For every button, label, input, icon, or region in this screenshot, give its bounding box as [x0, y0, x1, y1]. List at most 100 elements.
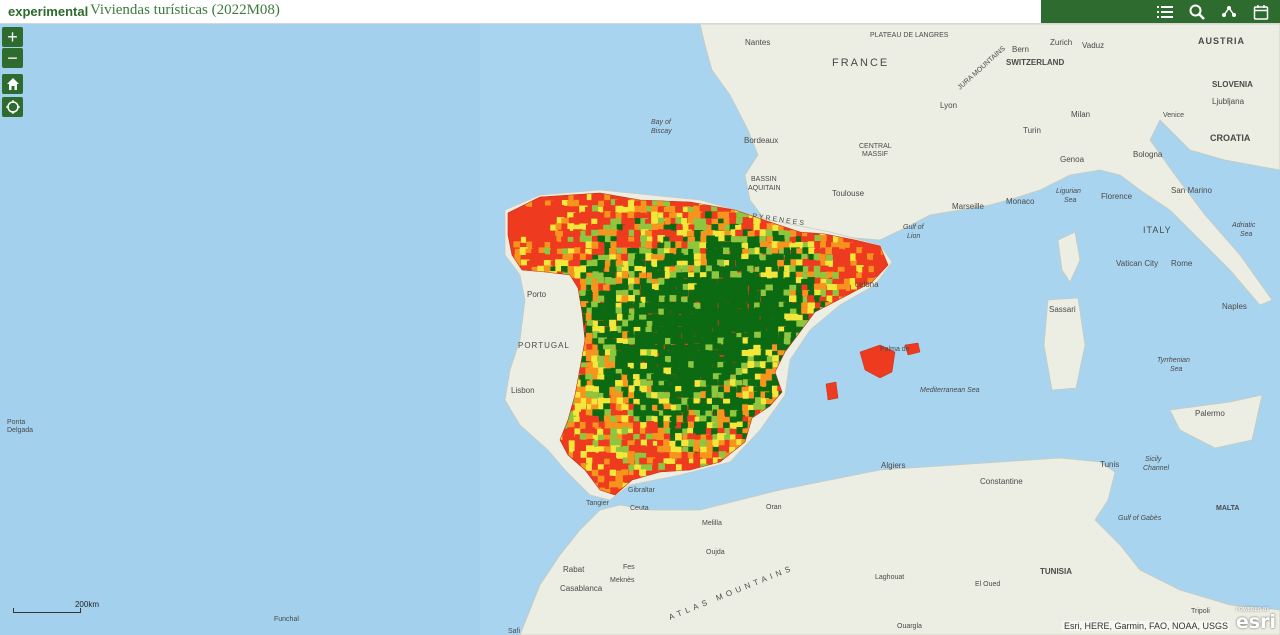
municipality-cell[interactable] [621, 326, 629, 335]
municipality-cell[interactable] [838, 278, 846, 288]
municipality-cell[interactable] [604, 349, 612, 356]
municipality-cell[interactable] [646, 373, 654, 380]
municipality-cell[interactable] [598, 200, 605, 209]
municipality-cell[interactable] [712, 338, 721, 345]
municipality-cell[interactable] [658, 217, 665, 225]
municipality-cell[interactable] [712, 446, 720, 456]
municipality-cell[interactable] [538, 241, 547, 248]
municipality-cell[interactable] [753, 271, 760, 280]
municipality-cell[interactable] [598, 451, 607, 460]
municipality-cell[interactable] [627, 211, 637, 219]
municipality-cell[interactable] [580, 445, 590, 453]
municipality-cell[interactable] [688, 272, 697, 281]
municipality-cell[interactable] [729, 212, 737, 221]
municipality-cell[interactable] [765, 278, 773, 286]
municipality-cell[interactable] [807, 295, 815, 304]
municipality-cell[interactable] [772, 362, 780, 369]
municipality-cell[interactable] [790, 230, 798, 237]
municipality-cell[interactable] [670, 362, 679, 370]
municipality-cell[interactable] [609, 254, 618, 262]
municipality-cell[interactable] [705, 278, 713, 288]
municipality-cell[interactable] [597, 457, 605, 467]
municipality-cell[interactable] [604, 409, 612, 418]
municipality-cell[interactable] [718, 290, 728, 298]
municipality-cell[interactable] [681, 344, 690, 354]
municipality-cell[interactable] [736, 211, 744, 219]
municipality-cell[interactable] [688, 211, 696, 220]
municipality-cell[interactable] [729, 223, 739, 232]
municipality-cell[interactable] [723, 343, 731, 353]
municipality-cell[interactable] [675, 265, 682, 274]
municipality-cell[interactable] [753, 314, 760, 322]
municipality-cell[interactable] [585, 337, 592, 347]
municipality-cell[interactable] [592, 254, 601, 263]
municipality-cell[interactable] [669, 223, 678, 233]
municipality-cell[interactable] [802, 290, 810, 299]
municipality-cell[interactable] [669, 277, 678, 287]
municipality-cell[interactable] [741, 236, 751, 244]
municipality-cell[interactable] [783, 241, 793, 248]
municipality-cell[interactable] [652, 433, 660, 440]
municipality-cell[interactable] [634, 253, 642, 263]
municipality-cell[interactable] [591, 241, 600, 251]
municipality-cell[interactable] [760, 331, 770, 341]
municipality-cell[interactable] [568, 206, 576, 213]
municipality-cell[interactable] [694, 416, 703, 423]
municipality-cell[interactable] [604, 326, 612, 333]
municipality-cell[interactable] [759, 247, 768, 254]
municipality-cell[interactable] [813, 265, 822, 274]
municipality-cell[interactable] [622, 452, 631, 460]
municipality-cell[interactable] [748, 373, 757, 382]
municipality-cell[interactable] [705, 248, 715, 256]
municipality-cell[interactable] [610, 445, 620, 453]
municipality-cell[interactable] [730, 355, 740, 363]
municipality-cell[interactable] [724, 434, 733, 441]
municipality-cell[interactable] [633, 242, 640, 252]
municipality-cell[interactable] [591, 307, 600, 316]
municipality-cell[interactable] [597, 446, 607, 454]
municipality-cell[interactable] [610, 218, 619, 226]
municipality-cell[interactable] [604, 296, 613, 303]
municipality-cell[interactable] [837, 241, 845, 250]
municipality-cell[interactable] [813, 283, 822, 291]
basemap-button[interactable] [1218, 3, 1240, 21]
municipality-cell[interactable] [705, 211, 712, 219]
municipality-cell[interactable] [573, 206, 582, 214]
municipality-cell[interactable] [669, 458, 676, 465]
municipality-cell[interactable] [861, 248, 870, 258]
municipality-cell[interactable] [658, 410, 668, 420]
municipality-cell[interactable] [597, 260, 606, 269]
municipality-cell[interactable] [778, 331, 787, 341]
municipality-cell[interactable] [562, 428, 570, 436]
municipality-cell[interactable] [820, 235, 828, 243]
municipality-cell[interactable] [717, 278, 726, 286]
municipality-cell[interactable] [633, 368, 643, 377]
municipality-cell[interactable] [843, 260, 850, 269]
municipality-cell[interactable] [730, 343, 737, 351]
municipality-cell[interactable] [711, 385, 720, 394]
municipality-cell[interactable] [658, 206, 667, 214]
municipality-cell[interactable] [616, 313, 625, 323]
municipality-cell[interactable] [753, 344, 763, 352]
municipality-cell[interactable] [801, 302, 810, 311]
municipality-cell[interactable] [622, 331, 629, 340]
municipality-cell[interactable] [736, 385, 746, 393]
municipality-cell[interactable] [681, 422, 688, 432]
municipality-cell[interactable] [598, 212, 608, 220]
municipality-cell[interactable] [789, 242, 797, 250]
municipality-cell[interactable] [729, 403, 739, 411]
municipality-cell[interactable] [579, 439, 587, 447]
municipality-cell[interactable] [568, 404, 576, 412]
municipality-cell[interactable] [640, 464, 647, 471]
municipality-cell[interactable] [736, 320, 745, 328]
municipality-cell[interactable] [586, 284, 595, 294]
municipality-cell[interactable] [651, 211, 658, 219]
municipality-cell[interactable] [681, 386, 691, 394]
municipality-cell[interactable] [646, 278, 653, 287]
municipality-cell[interactable] [615, 403, 623, 412]
municipality-cell[interactable] [814, 229, 823, 239]
municipality-cell[interactable] [717, 421, 727, 430]
municipality-cell[interactable] [729, 289, 739, 299]
municipality-cell[interactable] [778, 313, 786, 321]
municipality-cell[interactable] [622, 349, 630, 358]
